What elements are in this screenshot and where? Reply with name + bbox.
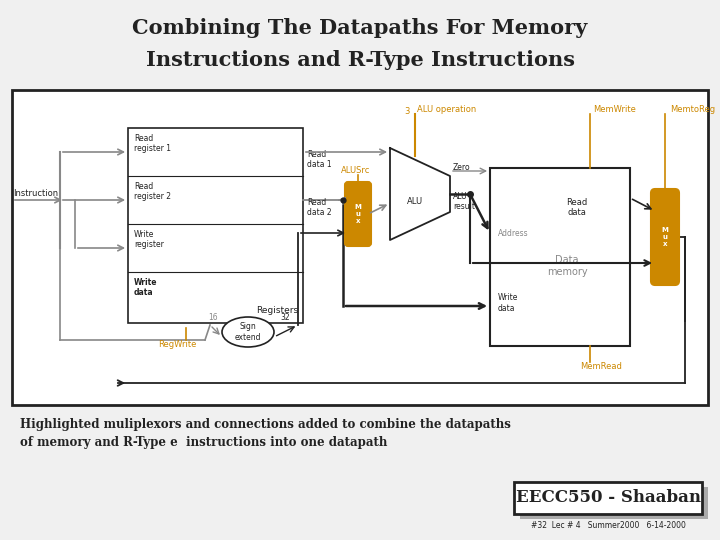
Text: Read
data 2: Read data 2 xyxy=(307,198,332,218)
Text: MemWrite: MemWrite xyxy=(593,105,636,114)
Text: ALU operation: ALU operation xyxy=(417,105,476,114)
Text: MemRead: MemRead xyxy=(580,362,622,371)
Text: MemtoReg: MemtoReg xyxy=(670,105,715,114)
Text: ALUSrc: ALUSrc xyxy=(341,166,371,175)
Text: Write
data: Write data xyxy=(498,293,518,313)
Text: of memory and R-Type e  instructions into one datapath: of memory and R-Type e instructions into… xyxy=(20,436,387,449)
Text: Combining The Datapaths For Memory: Combining The Datapaths For Memory xyxy=(132,18,588,38)
Text: Read
data: Read data xyxy=(566,198,588,218)
Text: #32  Lec # 4   Summer2000   6-14-2000: #32 Lec # 4 Summer2000 6-14-2000 xyxy=(531,522,685,530)
Text: Read
data 1: Read data 1 xyxy=(307,150,332,170)
Text: EECC550 - Shaaban: EECC550 - Shaaban xyxy=(516,489,701,507)
Text: ALU
result: ALU result xyxy=(453,192,475,211)
Text: Address: Address xyxy=(498,228,528,238)
Text: M
u
x: M u x xyxy=(354,204,361,224)
Bar xyxy=(490,168,630,346)
Ellipse shape xyxy=(222,317,274,347)
Text: Sign
extend: Sign extend xyxy=(235,322,261,342)
Text: Data
memory: Data memory xyxy=(546,255,588,276)
Text: RegWrite: RegWrite xyxy=(158,340,197,349)
Bar xyxy=(12,90,708,405)
Text: Read
register 1: Read register 1 xyxy=(134,134,171,153)
FancyBboxPatch shape xyxy=(345,182,371,246)
Text: Instructions and R-Type Instructions: Instructions and R-Type Instructions xyxy=(145,50,575,70)
Text: 32: 32 xyxy=(280,314,290,322)
FancyBboxPatch shape xyxy=(651,189,679,285)
Text: 3: 3 xyxy=(405,107,410,117)
Text: 16: 16 xyxy=(208,314,218,322)
Text: Highlighted muliplexors and connections added to combine the datapaths: Highlighted muliplexors and connections … xyxy=(20,418,511,431)
Text: M
u
x: M u x xyxy=(662,227,668,247)
Text: Write
register: Write register xyxy=(134,230,164,249)
Text: Read
register 2: Read register 2 xyxy=(134,182,171,201)
Bar xyxy=(520,487,708,519)
Bar xyxy=(128,128,303,323)
Text: Write
data: Write data xyxy=(134,278,158,298)
Text: ALU: ALU xyxy=(407,198,423,206)
Text: Zero: Zero xyxy=(453,163,471,172)
Text: Instruction: Instruction xyxy=(13,189,58,198)
Bar xyxy=(514,482,702,514)
Text: Registers: Registers xyxy=(256,306,298,315)
